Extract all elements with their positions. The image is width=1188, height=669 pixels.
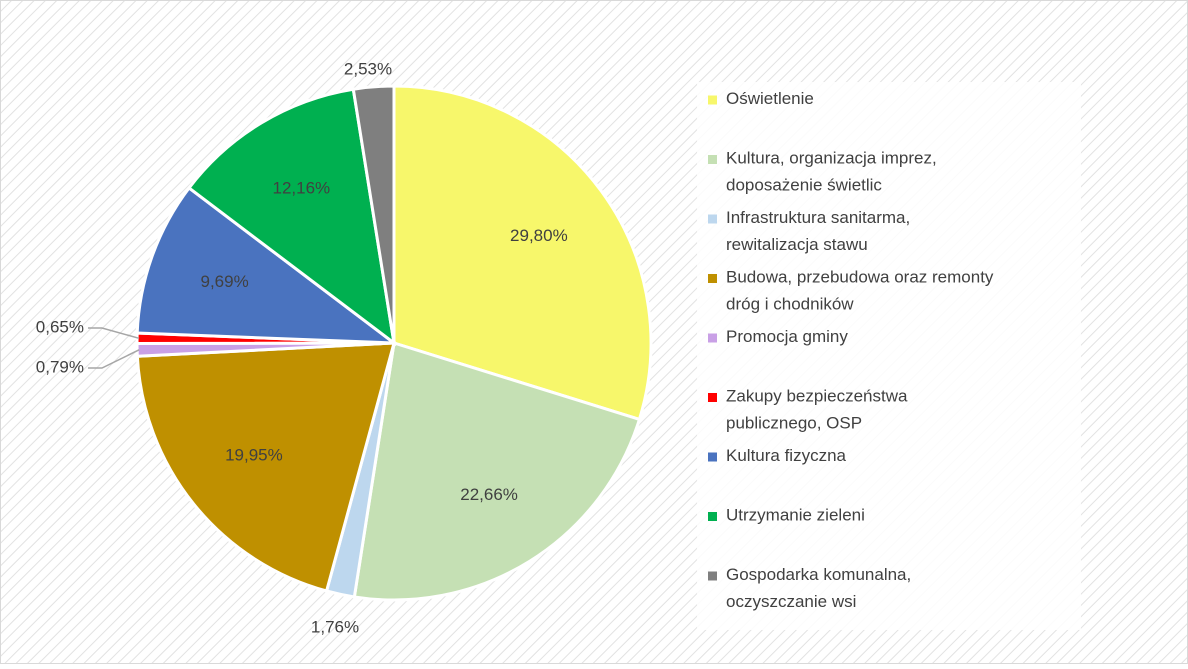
data-label: 22,66% — [460, 485, 518, 504]
data-label: 12,16% — [273, 178, 331, 197]
legend-marker — [708, 512, 717, 521]
data-label: 0,79% — [36, 357, 84, 376]
data-label: 0,65% — [36, 317, 84, 336]
legend-label: Oświetlenie — [726, 89, 814, 108]
pie-slice — [351, 84, 396, 344]
legend-label: Promocja gminy — [726, 327, 848, 346]
data-label: 2,53% — [344, 59, 392, 78]
pie-slice — [392, 84, 653, 422]
pie-slice — [352, 341, 642, 602]
legend-marker — [708, 155, 717, 164]
pie-slice — [186, 87, 397, 347]
pie-slice — [135, 341, 396, 593]
data-label: 9,69% — [200, 272, 248, 291]
data-label: 1,76% — [311, 617, 359, 636]
data-label: 29,80% — [510, 226, 568, 245]
leader-line — [88, 327, 140, 340]
legend-marker — [708, 214, 717, 224]
legend-marker — [708, 333, 717, 343]
legend-box — [697, 82, 1081, 630]
legend-label: Zakupy bezpieczeństwa publicznego, OSP — [726, 387, 908, 433]
data-label: 19,95% — [225, 445, 283, 464]
legend-marker — [708, 452, 717, 462]
legend-marker — [708, 571, 717, 581]
legend-marker — [708, 95, 717, 105]
legend-label: Utrzymanie zieleni — [726, 506, 865, 525]
pie-slice — [135, 185, 399, 345]
legend-label: Kultura, organizacja imprez, doposażenie … — [726, 149, 937, 195]
legend-label: Kultura fizyczna — [726, 446, 847, 465]
legend-marker — [708, 274, 717, 283]
legend-label: Gospodarka komunalna, oczyszczanie wsi — [726, 565, 911, 611]
legend-label: Infrastruktura sanitarma, rewitalizacja s… — [726, 208, 910, 254]
legend-label: Budowa, przebudowa oraz remonty dróg i ch… — [726, 268, 994, 314]
leader-line — [88, 349, 140, 369]
legend-marker — [708, 393, 717, 402]
